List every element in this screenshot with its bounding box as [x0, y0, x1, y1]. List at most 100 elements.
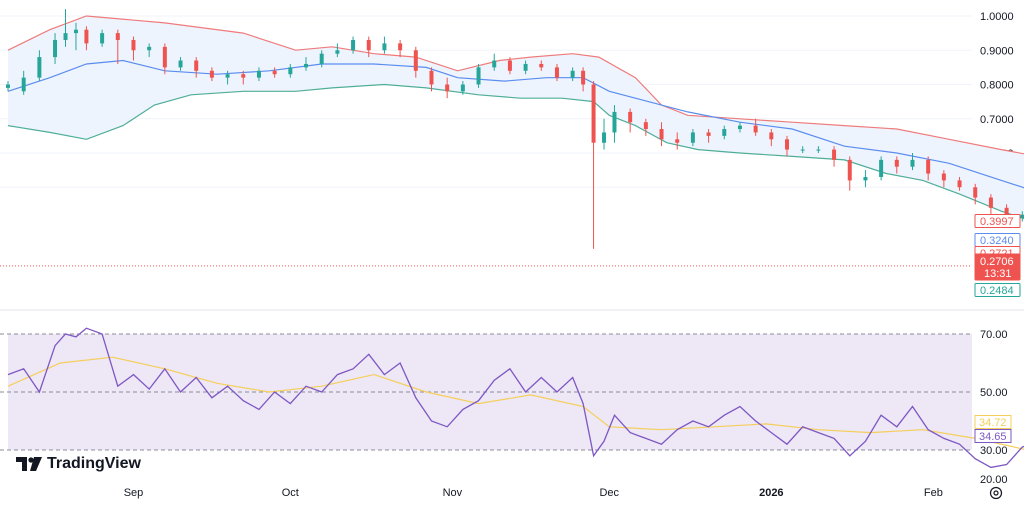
- candle-body: [941, 173, 946, 181]
- candle-body: [753, 125, 758, 133]
- candle: [21, 70, 26, 95]
- candle: [476, 63, 481, 88]
- tradingview-logo-icon: [16, 457, 42, 471]
- candle-body: [539, 63, 544, 68]
- candle: [272, 67, 277, 78]
- candle-body: [162, 46, 167, 68]
- candle-body: [570, 70, 575, 78]
- tradingview-logo[interactable]: TradingView: [16, 455, 141, 473]
- candle-body: [554, 67, 559, 78]
- candle-body: [194, 60, 199, 71]
- candle-body: [445, 84, 450, 92]
- candle-body: [73, 29, 78, 34]
- candle: [445, 77, 450, 99]
- candle: [288, 63, 293, 78]
- candle: [460, 81, 465, 95]
- x-axis-label: Oct: [282, 487, 299, 499]
- candle: [6, 81, 10, 92]
- candle-body: [476, 67, 481, 85]
- rsi-value-badge: [974, 415, 1012, 429]
- candle: [241, 70, 246, 85]
- candle: [37, 50, 42, 82]
- candle: [675, 132, 680, 150]
- candle: [209, 67, 214, 82]
- candle-body: [382, 43, 387, 51]
- candle-body: [304, 63, 309, 68]
- candle-body: [769, 132, 774, 140]
- candle-body: [429, 70, 434, 85]
- candle-body: [581, 70, 586, 85]
- candle-body: [737, 125, 742, 130]
- rsi-tick-label-2: 30.00: [980, 445, 1008, 457]
- candle: [659, 122, 664, 147]
- candle: [256, 67, 261, 82]
- candle-body: [335, 50, 340, 54]
- candle-body: [209, 70, 214, 78]
- candle: [382, 36, 387, 54]
- candle: [507, 57, 512, 75]
- price-badge: [974, 214, 1021, 228]
- candle: [628, 108, 633, 133]
- candle-body: [863, 176, 868, 181]
- candle-body: [628, 111, 633, 123]
- candle: [879, 156, 884, 181]
- candle-body: [800, 149, 805, 151]
- candle: [941, 170, 946, 188]
- candle: [612, 105, 617, 143]
- candle-body: [21, 77, 26, 92]
- gear-icon[interactable]: [989, 486, 1003, 500]
- rsi-value-badge: [974, 429, 1012, 443]
- candle: [63, 9, 68, 47]
- price-tick-label-2: 0.8000: [980, 80, 1014, 92]
- candle: [570, 67, 575, 82]
- candle: [581, 67, 586, 92]
- candle-body: [816, 149, 821, 151]
- candle: [335, 43, 340, 58]
- x-axis-label: Feb: [924, 487, 943, 499]
- candle: [1020, 211, 1024, 222]
- candle-body: [131, 39, 136, 51]
- candle: [973, 183, 978, 205]
- candle-body: [523, 63, 528, 71]
- candle-body: [256, 70, 261, 78]
- price-tick-label-1: 0.9000: [980, 45, 1014, 57]
- candle-body: [988, 197, 993, 208]
- rsi-value-badge-label: 34.65: [979, 431, 1007, 443]
- candle: [602, 118, 607, 150]
- candle-body: [366, 39, 371, 51]
- price-tick-label-3: 0.7000: [980, 114, 1014, 126]
- price-badge-label: 0.2706: [980, 256, 1014, 268]
- bollinger-lower-line: [7, 83, 1024, 220]
- candle-body: [319, 53, 324, 64]
- candle-body: [398, 43, 403, 51]
- rsi-value-badge-label: 34.72: [979, 417, 1007, 429]
- candle: [398, 39, 403, 58]
- candle: [225, 70, 230, 85]
- candle-body: [272, 70, 277, 75]
- bollinger-band-fill: [8, 16, 1024, 219]
- candle: [785, 135, 790, 157]
- candle: [539, 60, 544, 71]
- candle: [863, 170, 868, 188]
- candle-body: [241, 74, 246, 78]
- candle: [194, 57, 199, 78]
- candle: [706, 129, 711, 143]
- candle: [722, 125, 727, 140]
- candle: [162, 43, 167, 75]
- candle: [894, 156, 899, 174]
- x-axis-label: Sep: [124, 487, 144, 499]
- candle-body: [591, 84, 596, 143]
- candle-body: [785, 139, 790, 150]
- candle-body: [147, 46, 152, 51]
- candle: [690, 129, 695, 147]
- rsi-tick-label-1: 50.00: [980, 387, 1008, 399]
- candle-body: [706, 132, 711, 136]
- candle-body: [722, 129, 727, 136]
- candle: [832, 146, 837, 167]
- candle-body: [460, 84, 465, 92]
- candle-body: [84, 29, 89, 44]
- candle-body: [288, 67, 293, 75]
- price-badge-countdown: 13:31: [984, 268, 1012, 280]
- candle-body: [690, 132, 695, 143]
